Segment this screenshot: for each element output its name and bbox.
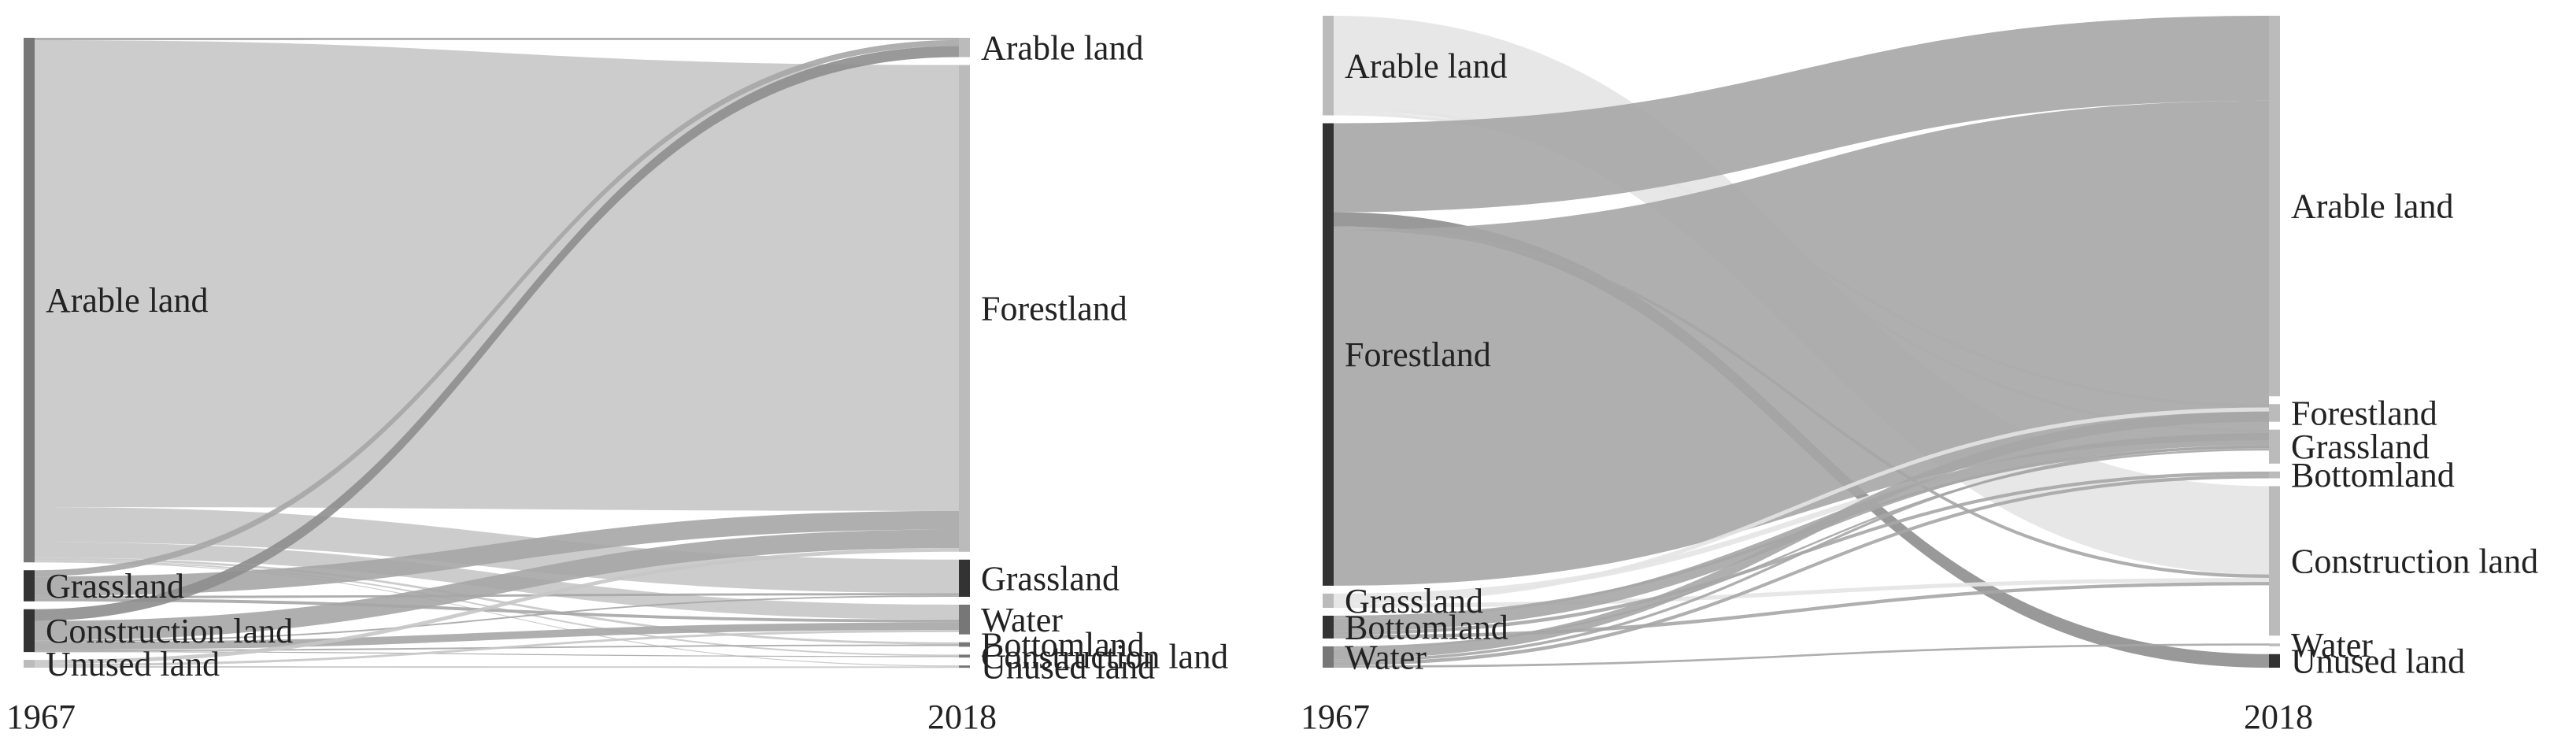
left-panel-target-label-forestland: Forestland: [981, 290, 1127, 328]
left-panel-target-label-unused-land: Unused land: [981, 648, 1155, 687]
right-panel-source-node-forestland: [1323, 123, 1334, 586]
right-panel-target-label-water: Water: [2291, 626, 2373, 665]
right-flow-water-to-bottom: [1334, 475, 2269, 666]
right-panel-target-label-unused-land: Unused land: [2291, 642, 2465, 680]
left-flow-arable-to-forest: [35, 39, 959, 511]
right-panel-source-label-arable-land: Arable land: [1345, 46, 1507, 85]
left-flow-unused-to-unused: [35, 666, 959, 668]
left-panel-source-node-construction-land: [24, 609, 35, 653]
left-panel-flows: [35, 38, 959, 668]
left-flow-constr-to-constr: [35, 651, 959, 657]
left-panel-target-node-forestland: [959, 65, 970, 552]
left-flow-constr-to-grass: [35, 595, 959, 642]
left-flow-grass-to-forest: [35, 510, 959, 596]
left-panel-target-node-grassland: [959, 559, 970, 597]
right-panel-nodes: Arable landForestlandGrasslandBottomland…: [1323, 16, 2538, 680]
left-flow-arable-to-bottom: [35, 557, 959, 645]
left-panel-source-node-grassland: [24, 570, 35, 602]
left-flow-unused-to-forest: [35, 548, 959, 665]
right-flow-grass-to-constr: [1334, 577, 2269, 608]
right-flow-water-to-water: [1334, 643, 2269, 668]
left-panel-target-node-unused-land: [959, 665, 970, 668]
left-flow-grass-to-water: [35, 598, 959, 623]
left-panel-target-label-construction-land: Construction land: [981, 637, 1228, 676]
right-panel-source-node-grassland: [1323, 593, 1334, 608]
left-panel-source-label-arable-land: Arable land: [46, 281, 208, 320]
left-flow-grass-to-grass: [35, 593, 959, 598]
right-panel-target-label-arable-land: Arable land: [2291, 187, 2453, 226]
left-panel-source-node-unused-land: [24, 660, 35, 668]
left-panel-source-node-arable-land: [24, 38, 35, 563]
left-panel-source-label-unused-land: Unused land: [46, 645, 220, 683]
left-panel-target-node-bottomland: [959, 642, 970, 647]
right-panel-source-label-forestland: Forestland: [1345, 335, 1491, 374]
left-flow-constr-to-water: [35, 622, 959, 650]
right-panel-source-node-bottomland: [1323, 615, 1334, 639]
left-panel-target-node-arable-land: [959, 38, 970, 57]
right-flow-grass-to-forest: [1334, 407, 2269, 604]
right-panel-start-year: 1967: [1301, 698, 1370, 736]
left-panel-end-year: 2018: [927, 698, 997, 736]
right-panel-source-label-bottomland: Bottomland: [1345, 608, 1508, 646]
right-panel-target-label-construction-land: Construction land: [2291, 542, 2538, 580]
left-panel-target-node-construction-land: [959, 654, 970, 658]
sankey-left-panel: 1967 2018 Arable land Grassland Constructi…: [6, 28, 1228, 736]
right-flow-forest-to-arable: [1334, 100, 2269, 586]
left-panel-start-year: 1967: [6, 698, 76, 736]
left-flow-arable-to-arable: [35, 38, 959, 40]
right-panel-flows: [1334, 16, 2269, 668]
left-panel-source-label-construction-land: Construction land: [46, 612, 293, 650]
left-flow-arable-to-unused: [35, 561, 959, 667]
right-panel-target-node-unused-land: [2269, 654, 2280, 668]
left-panel-target-label-water: Water: [981, 601, 1063, 639]
right-panel-end-year: 2018: [2244, 698, 2313, 736]
left-flow-unused-to-water: [35, 630, 959, 667]
left-panel-target-label-arable-land: Arable land: [981, 28, 1143, 67]
left-flow-arable-to-constr: [35, 560, 959, 657]
sankey-right-panel: 1967 2018 Arable landForestlandGrassland…: [1301, 16, 2538, 736]
right-panel-target-node-bottomland: [2269, 471, 2280, 479]
left-flow-constr-to-arable: [35, 46, 959, 621]
right-panel-source-node-arable-land: [1323, 16, 1334, 116]
right-flow-forest-to-arable: [1334, 16, 2269, 213]
right-panel-target-node-construction-land: [2269, 486, 2280, 636]
right-panel-target-label-grassland: Grassland: [2291, 428, 2430, 466]
right-panel-target-node-water: [2269, 643, 2280, 646]
right-panel-source-label-water: Water: [1345, 638, 1427, 676]
right-panel-target-label-forestland: Forestland: [2291, 394, 2437, 432]
right-flow-bottom-to-constr: [1334, 582, 2269, 639]
left-flow-constr-to-forest: [35, 529, 959, 641]
right-flow-water-to-grass: [1334, 445, 2269, 662]
left-flow-grass-to-arable: [35, 39, 959, 577]
right-panel-target-node-forestland: [2269, 404, 2280, 422]
right-panel-source-node-water: [1323, 646, 1334, 668]
left-panel-target-node-water: [959, 604, 970, 635]
right-panel-source-label-grassland: Grassland: [1345, 582, 1483, 620]
right-panel-target-node-arable-land: [2269, 16, 2280, 397]
right-panel-target-node-grassland: [2269, 429, 2280, 464]
left-panel-source-label-grassland: Grassland: [46, 567, 184, 605]
right-flow-water-to-forest: [1334, 411, 2269, 660]
right-panel-target-label-bottomland: Bottomland: [2291, 456, 2455, 494]
right-flow-water-to-arable: [1334, 448, 2269, 649]
left-panel-target-label-bottomland: Bottomland: [981, 626, 1145, 665]
left-panel-target-label-grassland: Grassland: [981, 559, 1120, 598]
right-flow-grass-to-arable: [1334, 440, 2269, 600]
